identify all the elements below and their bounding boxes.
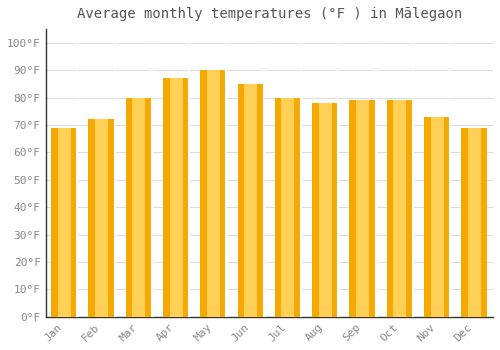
- Bar: [481, 128, 488, 317]
- Bar: [132, 98, 145, 317]
- Bar: [244, 84, 257, 317]
- Bar: [238, 84, 244, 317]
- Bar: [318, 103, 332, 317]
- Bar: [444, 117, 450, 317]
- Bar: [200, 70, 207, 317]
- Bar: [170, 78, 182, 317]
- Bar: [51, 128, 58, 317]
- Bar: [275, 98, 281, 317]
- Bar: [257, 84, 264, 317]
- Bar: [312, 103, 318, 317]
- Bar: [394, 100, 406, 317]
- Bar: [356, 100, 369, 317]
- Bar: [430, 117, 444, 317]
- Bar: [207, 70, 220, 317]
- Bar: [163, 78, 170, 317]
- Bar: [108, 119, 114, 317]
- Bar: [182, 78, 189, 317]
- Bar: [294, 98, 301, 317]
- Bar: [126, 98, 132, 317]
- Title: Average monthly temperatures (°F ) in Mālegaon: Average monthly temperatures (°F ) in Mā…: [76, 7, 462, 21]
- Bar: [350, 100, 356, 317]
- Bar: [468, 128, 481, 317]
- Bar: [220, 70, 226, 317]
- Bar: [369, 100, 376, 317]
- Bar: [406, 100, 413, 317]
- Bar: [58, 128, 70, 317]
- Bar: [282, 98, 294, 317]
- Bar: [387, 100, 394, 317]
- Bar: [424, 117, 430, 317]
- Bar: [462, 128, 468, 317]
- Bar: [70, 128, 78, 317]
- Bar: [332, 103, 338, 317]
- Bar: [88, 119, 95, 317]
- Bar: [146, 98, 152, 317]
- Bar: [95, 119, 108, 317]
